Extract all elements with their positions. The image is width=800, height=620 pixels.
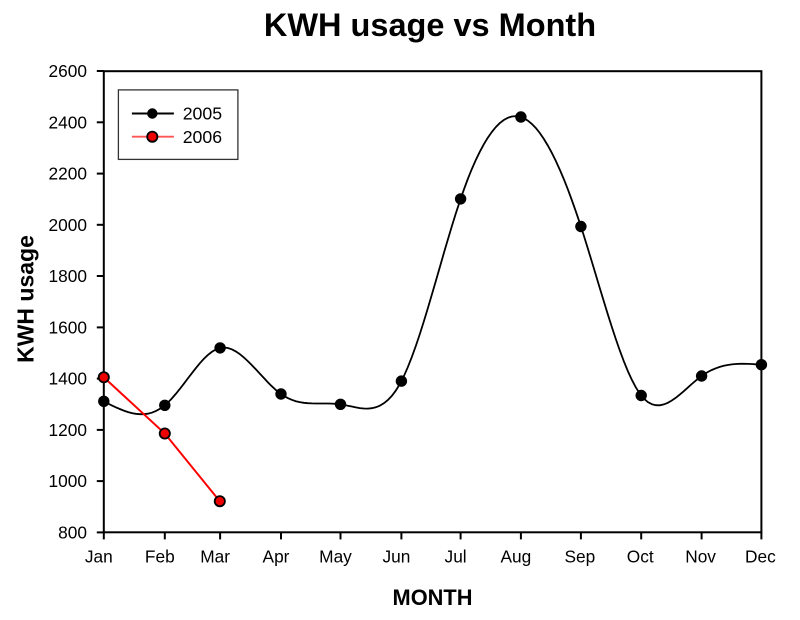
svg-text:2006: 2006: [183, 127, 223, 147]
svg-text:Jan: Jan: [85, 547, 113, 567]
svg-text:1600: 1600: [49, 317, 87, 337]
svg-text:Apr: Apr: [263, 547, 290, 567]
svg-text:2000: 2000: [49, 215, 87, 235]
svg-text:Jun: Jun: [382, 547, 410, 567]
svg-text:Sep: Sep: [565, 547, 596, 567]
svg-text:Jul: Jul: [445, 547, 467, 567]
svg-text:Aug: Aug: [501, 547, 532, 567]
svg-text:KWH usage vs Month: KWH usage vs Month: [264, 7, 596, 43]
svg-text:2400: 2400: [49, 112, 87, 132]
svg-text:1200: 1200: [49, 420, 87, 440]
svg-text:1000: 1000: [49, 471, 87, 491]
svg-text:KWH usage: KWH usage: [12, 235, 38, 363]
svg-text:Mar: Mar: [200, 547, 230, 567]
svg-text:2200: 2200: [49, 164, 87, 184]
svg-text:2600: 2600: [49, 61, 87, 81]
svg-text:May: May: [319, 547, 352, 567]
svg-text:Nov: Nov: [685, 547, 716, 567]
svg-text:MONTH: MONTH: [393, 585, 473, 610]
svg-text:800: 800: [58, 522, 87, 542]
svg-text:2005: 2005: [183, 104, 223, 124]
svg-text:Oct: Oct: [627, 547, 654, 567]
svg-text:1800: 1800: [49, 266, 87, 286]
svg-text:1400: 1400: [49, 369, 87, 389]
svg-text:Dec: Dec: [745, 547, 776, 567]
svg-text:Feb: Feb: [145, 547, 175, 567]
